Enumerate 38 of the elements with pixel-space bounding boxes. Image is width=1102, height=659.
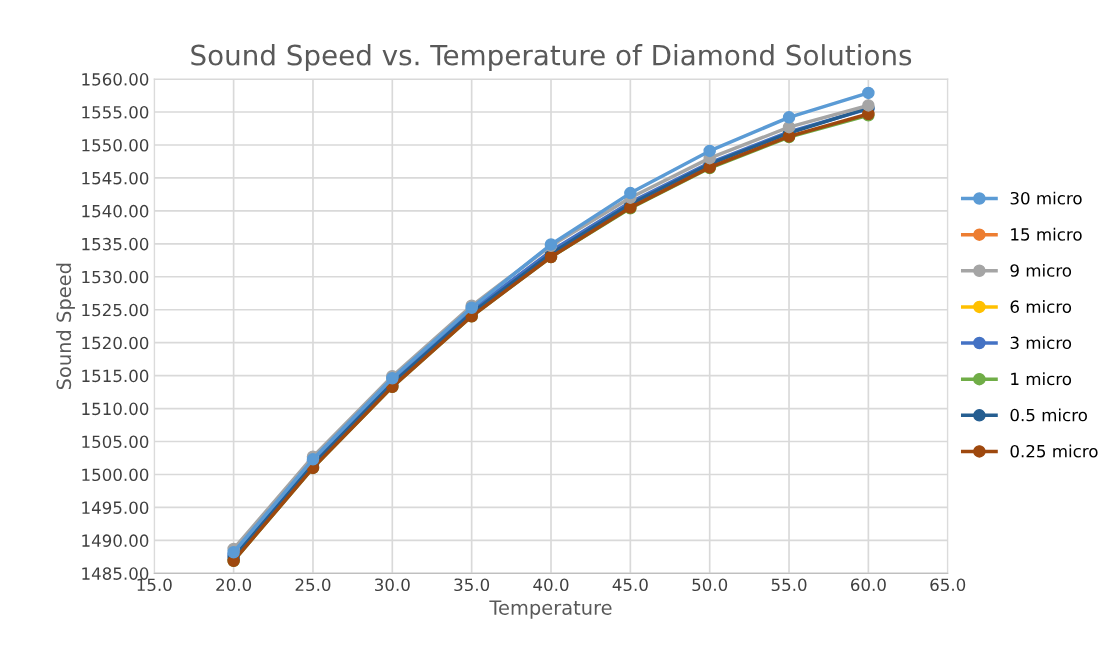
y-tick-label: 1520.00 [82,336,149,350]
y-tick-label: 1560.00 [82,73,149,86]
x-tick-label: 50.0 [692,578,728,592]
x-tick-label: 55.0 [771,578,807,592]
x-tick-label: 25.0 [295,578,331,592]
x-tick-label: 45.0 [612,578,648,592]
x-tick-label: 15.0 [137,578,172,592]
x-tick-label: 40.0 [533,578,569,592]
y-axis-title: Sound Speed [56,263,75,390]
legend-label: 6 micro [1010,300,1072,313]
x-axis-title: Temperature [489,600,612,619]
y-tick-label: 1530.00 [82,270,149,284]
y-tick-label: 1495.00 [82,501,149,514]
y-tick-label: 1540.00 [82,204,149,218]
x-tick-label: 35.0 [454,578,490,592]
x-tick-label: 20.0 [216,578,252,592]
y-tick-label: 1500.00 [82,468,149,482]
legend-label: 9 micro [1010,263,1072,277]
y-tick-label: 1550.00 [82,138,149,152]
y-tick-label: 1515.00 [82,369,149,383]
x-tick-label: 60.0 [850,578,886,592]
y-tick-label: 1505.00 [82,435,149,449]
y-tick-label: 1485.00 [82,567,149,580]
legend-label: 0.5 micro [1010,408,1087,422]
y-tick-label: 1510.00 [82,402,149,416]
y-tick-label: 1525.00 [82,303,149,317]
y-tick-label: 1555.00 [82,105,149,119]
legend-label: 15 micro [1011,227,1082,241]
legend-label: 0.25 micro [1010,444,1098,458]
x-tick-label: 30.0 [375,578,410,592]
legend-label: 3 micro [1010,336,1072,350]
y-tick-label: 1545.00 [82,171,149,185]
legend-label: 1 micro [1011,372,1072,386]
x-tick-label: 65.0 [930,578,966,592]
y-tick-label: 1490.00 [82,534,149,547]
chart-title: Sound Speed vs. Temperature of Diamond Solutions [191,44,912,71]
legend-label: 30 micro [1010,191,1082,205]
y-tick-label: 1535.00 [82,237,149,251]
